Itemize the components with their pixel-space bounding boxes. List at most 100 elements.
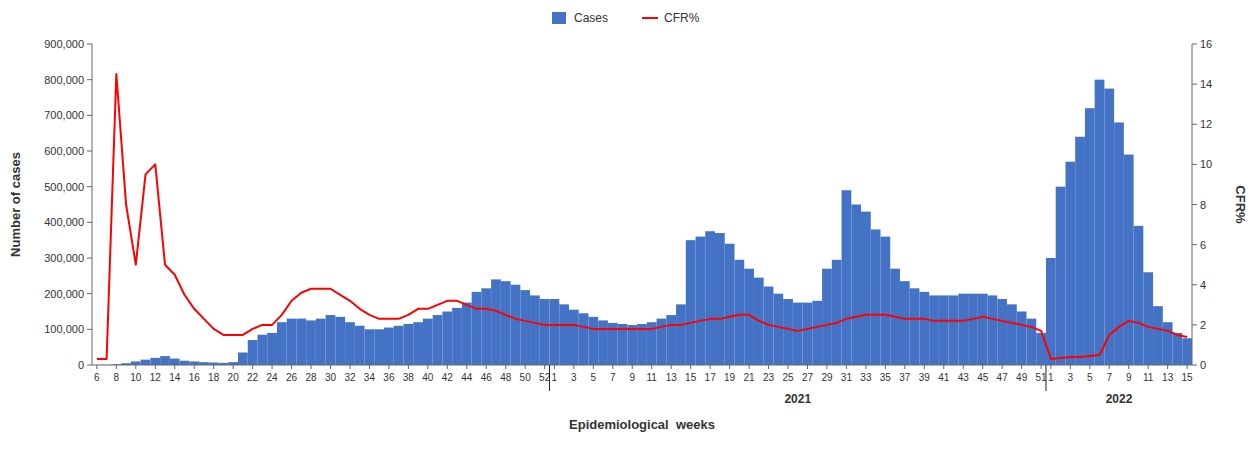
bar bbox=[822, 269, 832, 365]
bar bbox=[326, 315, 336, 365]
x-tick bbox=[291, 365, 292, 369]
x-tick bbox=[690, 365, 691, 369]
bar bbox=[1075, 137, 1085, 365]
x-tick bbox=[213, 365, 214, 369]
bar bbox=[637, 324, 647, 365]
x-tick-label: 33 bbox=[860, 372, 872, 383]
bar bbox=[287, 319, 297, 365]
bar bbox=[978, 294, 988, 365]
bar bbox=[296, 319, 306, 365]
x-tick-label: 1 bbox=[552, 372, 558, 383]
y-tick bbox=[87, 222, 92, 223]
x-tick bbox=[466, 365, 467, 369]
bar bbox=[248, 340, 258, 365]
x-tick-label: 18 bbox=[208, 372, 220, 383]
bar bbox=[433, 315, 443, 365]
x-tick-label: 44 bbox=[461, 372, 473, 383]
x-tick bbox=[1021, 365, 1022, 369]
bar bbox=[238, 353, 248, 365]
bar bbox=[676, 304, 686, 365]
x-tick-label: 5 bbox=[591, 372, 597, 383]
bar bbox=[588, 317, 598, 365]
bar bbox=[1104, 89, 1114, 365]
x-tick bbox=[943, 365, 944, 369]
x-tick-label: 14 bbox=[169, 372, 181, 383]
legend-label: Cases bbox=[574, 11, 608, 25]
bar bbox=[900, 281, 910, 365]
bar bbox=[540, 299, 550, 365]
segment-separator bbox=[1045, 365, 1046, 391]
bar bbox=[520, 290, 530, 365]
bar bbox=[773, 294, 783, 365]
legend-swatch bbox=[552, 12, 566, 24]
x-tick-label: 10 bbox=[130, 372, 142, 383]
y2-tick bbox=[1192, 324, 1197, 325]
bar bbox=[949, 295, 959, 365]
y-tick bbox=[87, 329, 92, 330]
bar bbox=[267, 333, 277, 365]
y-tick-label: 700,000 bbox=[44, 109, 84, 121]
y-tick bbox=[87, 186, 92, 187]
bar bbox=[1085, 108, 1095, 365]
bar bbox=[1017, 312, 1027, 366]
bar bbox=[793, 303, 803, 365]
y-tick bbox=[87, 151, 92, 152]
bar bbox=[384, 328, 394, 365]
bar bbox=[598, 320, 608, 365]
bar bbox=[579, 313, 589, 365]
x-tick-label: 52 bbox=[539, 372, 551, 383]
y2-tick bbox=[1192, 124, 1197, 125]
x-tick bbox=[505, 365, 506, 369]
x-tick bbox=[573, 365, 574, 369]
bar bbox=[842, 190, 852, 365]
x-tick-label: 39 bbox=[919, 372, 931, 383]
bar bbox=[481, 288, 491, 365]
bar bbox=[871, 229, 881, 365]
x-tick-label: 31 bbox=[841, 372, 853, 383]
y-tick-label: 300,000 bbox=[44, 252, 84, 264]
bar bbox=[803, 303, 813, 365]
x-axis-title: Epidemiological weeks bbox=[569, 417, 715, 432]
x-tick-label: 16 bbox=[189, 372, 201, 383]
bar bbox=[1153, 306, 1163, 365]
x-tick bbox=[710, 365, 711, 369]
bar bbox=[1065, 162, 1075, 365]
bar bbox=[666, 315, 676, 365]
x-tick bbox=[671, 365, 672, 369]
x-tick-label: 21 bbox=[744, 372, 756, 383]
bar bbox=[725, 244, 735, 365]
x-tick-label: 13 bbox=[666, 372, 678, 383]
x-tick bbox=[1041, 365, 1042, 369]
y2-tick bbox=[1192, 244, 1197, 245]
bar bbox=[997, 299, 1007, 365]
year-label: 2021 bbox=[784, 392, 811, 406]
bar bbox=[404, 324, 414, 365]
bar bbox=[472, 292, 482, 365]
bar bbox=[150, 358, 160, 365]
x-tick-label: 40 bbox=[422, 372, 434, 383]
bar bbox=[851, 205, 861, 366]
y2-tick bbox=[1192, 284, 1197, 285]
x-tick-label: 24 bbox=[267, 372, 279, 383]
y-axis-line bbox=[92, 44, 93, 365]
y2-tick-label: 8 bbox=[1200, 199, 1206, 211]
x-tick-label: 41 bbox=[938, 372, 950, 383]
x-tick bbox=[427, 365, 428, 369]
bar bbox=[365, 329, 375, 365]
y-tick-label: 200,000 bbox=[44, 288, 84, 300]
bar bbox=[968, 294, 978, 365]
y-tick-label: 0 bbox=[78, 359, 84, 371]
x-tick bbox=[116, 365, 117, 369]
y2-tick-label: 16 bbox=[1200, 38, 1212, 50]
y2-tick bbox=[1192, 44, 1197, 45]
x-tick-label: 9 bbox=[629, 372, 635, 383]
y-tick-label: 100,000 bbox=[44, 323, 84, 335]
x-tick-label: 3 bbox=[1068, 372, 1074, 383]
x-tick bbox=[174, 365, 175, 369]
bar bbox=[861, 212, 871, 365]
x-tick-label: 29 bbox=[821, 372, 833, 383]
x-tick bbox=[194, 365, 195, 369]
x-tick-label: 30 bbox=[325, 372, 337, 383]
x-tick-label: 32 bbox=[344, 372, 356, 383]
x-tick bbox=[768, 365, 769, 369]
